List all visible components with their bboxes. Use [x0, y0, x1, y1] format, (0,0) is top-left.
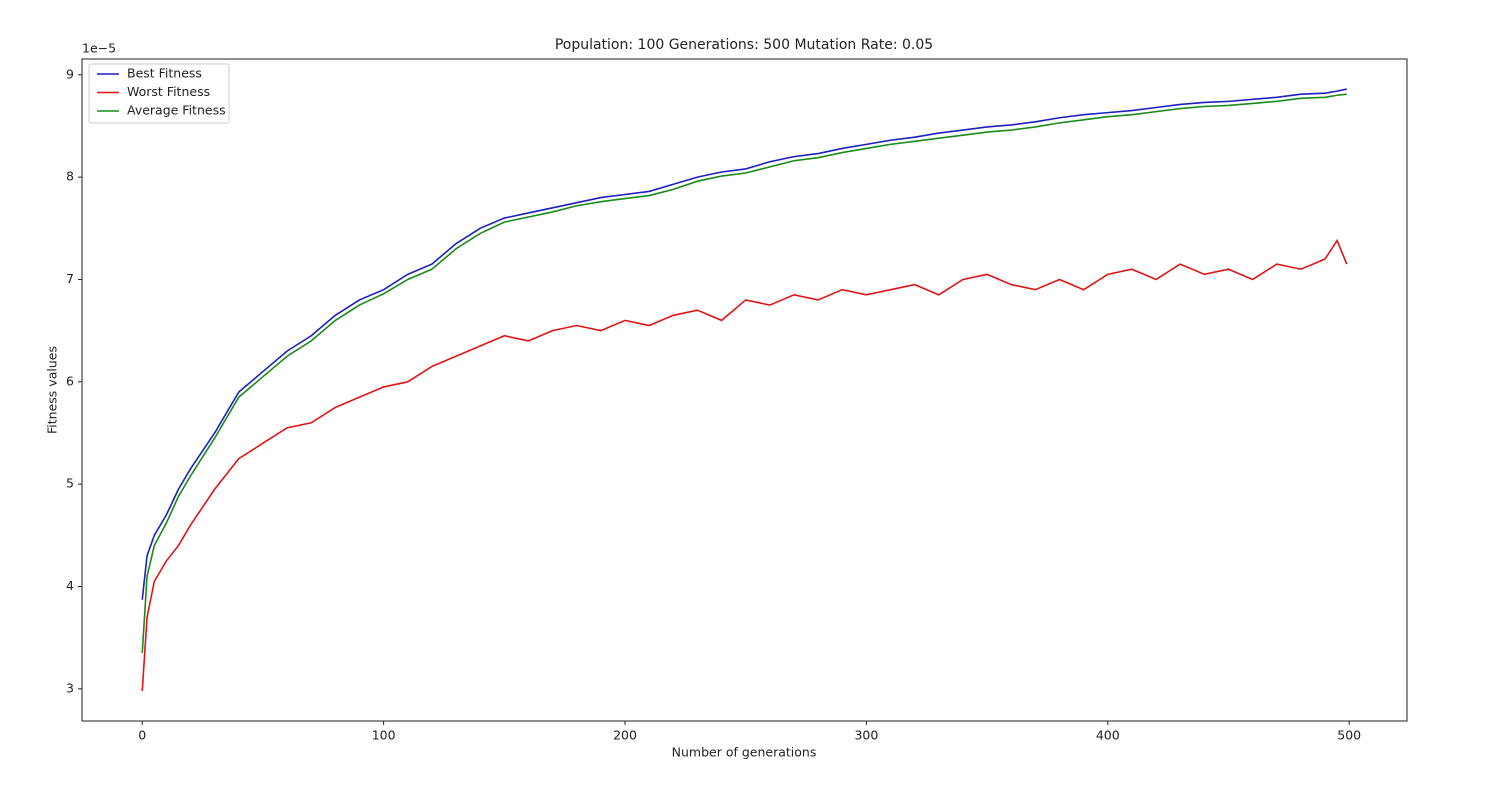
series-line	[141, 238, 1348, 691]
y-tick-label: 3	[66, 680, 74, 695]
axes-frame	[81, 58, 1408, 722]
y-tick-label: 9	[66, 66, 74, 81]
y-tick-label: 7	[66, 271, 74, 286]
series-line	[141, 93, 1347, 654]
x-tick-label: 100	[372, 728, 396, 743]
y-tick-label: 8	[66, 169, 74, 184]
y-tick-label: 6	[66, 373, 74, 388]
legend-label: Best Fitness	[127, 66, 202, 81]
series-line	[141, 88, 1347, 600]
x-tick-label: 200	[613, 728, 637, 743]
y-offset-text: 1e−5	[82, 41, 116, 56]
legend-label: Average Fitness	[127, 103, 226, 118]
x-tick-label: 500	[1337, 728, 1361, 743]
x-tick-label: 300	[854, 728, 878, 743]
chart-title: Population: 100 Generations: 500 Mutatio…	[555, 37, 933, 53]
y-tick-label: 4	[66, 578, 74, 593]
y-tick-label: 5	[66, 476, 74, 491]
x-tick-label: 400	[1096, 728, 1120, 743]
legend-label: Worst Fitness	[127, 84, 210, 99]
x-tick-label: 0	[138, 728, 146, 743]
y-axis-label: Fitness values	[45, 346, 60, 434]
x-axis-label: Number of generations	[672, 745, 817, 760]
legend-box	[88, 63, 230, 124]
